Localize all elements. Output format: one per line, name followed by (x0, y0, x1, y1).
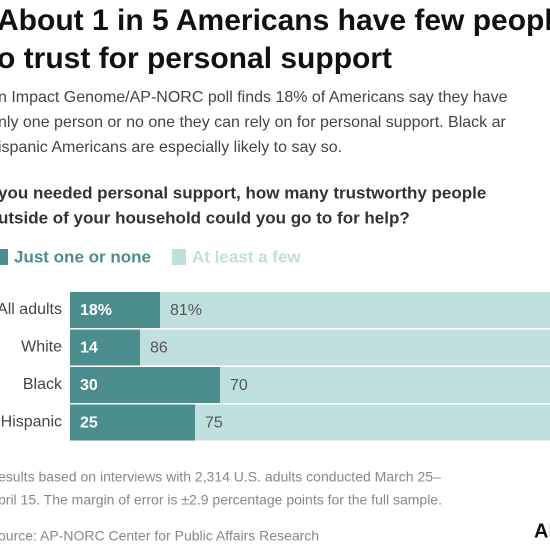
legend-swatch (172, 249, 186, 265)
legend-label: Just one or none (14, 247, 151, 266)
legend-label: At least a few (192, 247, 301, 266)
source: ource: AP-NORC Center for Public Affairs… (0, 528, 319, 544)
chart-title: o trust for personal support (0, 42, 392, 75)
value-label: 86 (150, 340, 168, 357)
category-label: Black (23, 376, 63, 393)
subtitle: ispanic Americans are especially likely … (0, 139, 342, 156)
subtitle: n Impact Genome/AP-NORC poll finds 18% o… (0, 89, 508, 106)
value-label: 14 (80, 340, 98, 357)
question: you needed personal support, how many tr… (0, 183, 486, 202)
category-label: All adults (0, 301, 62, 318)
bar-segment (70, 404, 195, 441)
bar-segment (195, 404, 550, 441)
value-label: 30 (80, 377, 98, 394)
value-label: 81% (170, 302, 202, 319)
logo: AP (534, 520, 550, 542)
chart-title: About 1 in 5 Americans have few people (0, 4, 550, 37)
value-label: 25 (80, 415, 98, 432)
category-label: Hispanic (1, 414, 62, 431)
bar-segment (220, 367, 550, 403)
bar-segment (70, 329, 140, 366)
subtitle: nly one person or no one they can rely o… (0, 114, 507, 131)
question: utside of your household could you go to… (0, 208, 410, 227)
category-label: White (21, 339, 62, 356)
note: esults based on interviews with 2,314 U.… (0, 469, 441, 485)
value-label: 75 (205, 415, 223, 432)
bar-segment (70, 292, 160, 328)
value-label: 18% (80, 302, 112, 319)
value-label: 70 (230, 377, 248, 394)
note: pril 15. The margin of error is ±2.9 per… (0, 492, 442, 508)
legend-swatch (0, 249, 8, 265)
bar-segment (70, 367, 220, 403)
bar-segment (140, 329, 550, 366)
bar-segment (160, 292, 550, 328)
